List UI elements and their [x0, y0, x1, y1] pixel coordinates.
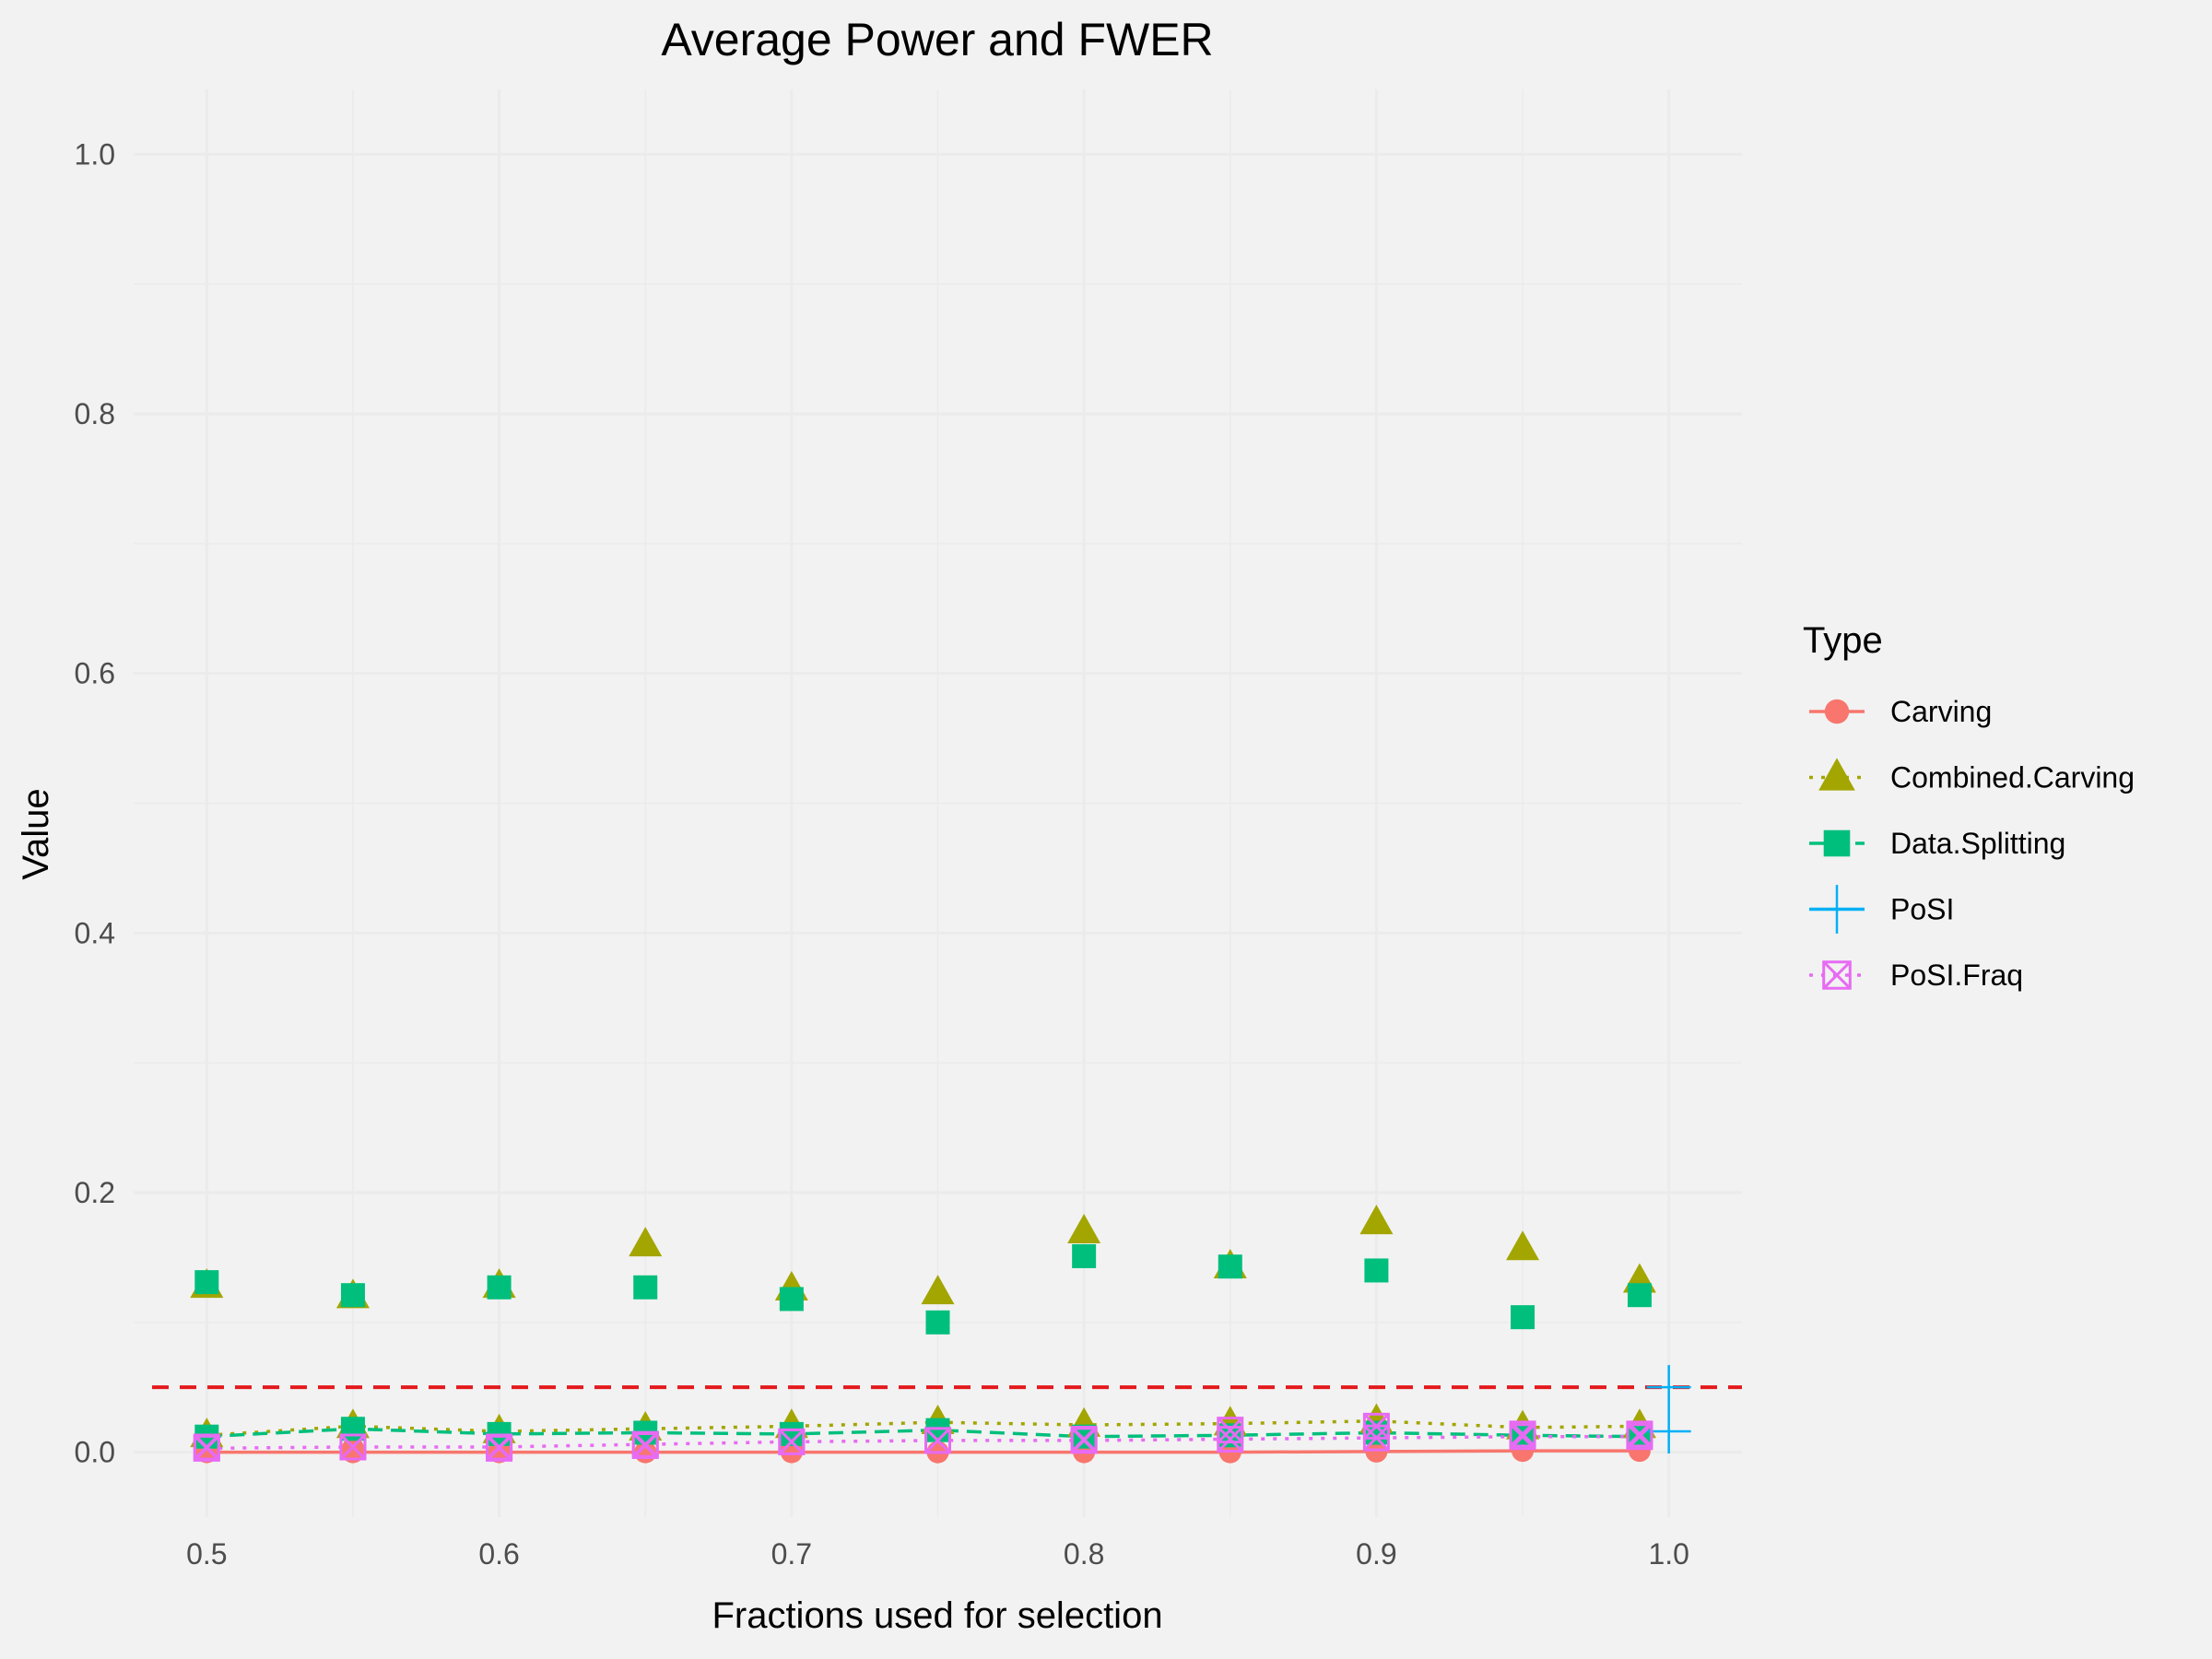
- y-tick-label: 1.0: [75, 137, 115, 171]
- fwer-point-posi-fraq: [339, 1433, 367, 1461]
- x-tick-label: 0.7: [771, 1537, 812, 1571]
- power-point-posi: [1646, 1365, 1691, 1410]
- power-point-combined-carving: [1067, 1214, 1101, 1243]
- x-tick-label: 0.6: [478, 1537, 519, 1571]
- legend-label: Data.Splitting: [1890, 827, 2065, 860]
- power-point-data-splitting: [779, 1287, 804, 1312]
- y-axis-title: Value: [16, 788, 56, 879]
- power-point-data-splitting: [1511, 1305, 1535, 1330]
- fwer-point-posi-fraq: [1217, 1426, 1244, 1453]
- power-point-data-splitting: [925, 1310, 950, 1335]
- x-tick-label: 0.5: [186, 1537, 227, 1571]
- y-tick-label: 0.0: [75, 1436, 115, 1469]
- fwer-point-posi-fraq: [193, 1434, 220, 1462]
- power-point-combined-carving: [921, 1275, 955, 1305]
- power-point-combined-carving: [1506, 1230, 1540, 1261]
- fwer-point-posi-fraq: [1509, 1423, 1536, 1451]
- power-point-data-splitting: [1072, 1243, 1097, 1268]
- fwer-point-posi-fraq: [1070, 1427, 1098, 1454]
- power-point-data-splitting: [487, 1275, 512, 1300]
- legend-key-marker: [1812, 885, 1862, 934]
- x-tick-label: 0.8: [1064, 1537, 1104, 1571]
- fwer-point-data-splitting: [925, 1418, 950, 1442]
- fwer-point-posi-fraq: [631, 1430, 659, 1458]
- legend-item-posi-fraq: PoSI.Fraq: [1809, 959, 2023, 992]
- chart-title: Average Power and FWER: [661, 14, 1213, 65]
- y-tick-label: 0.8: [75, 397, 115, 430]
- legend-label: Combined.Carving: [1890, 761, 2135, 794]
- fwer-point-posi-fraq: [486, 1433, 513, 1461]
- power-point-data-splitting: [1218, 1254, 1242, 1279]
- legend-key-marker: [1824, 699, 1850, 724]
- legend-label: Carving: [1890, 695, 1992, 728]
- legend-key-marker: [1818, 758, 1855, 791]
- y-tick-label: 0.2: [75, 1176, 115, 1209]
- power-point-data-splitting: [633, 1275, 658, 1300]
- power-point-combined-carving: [1359, 1205, 1394, 1235]
- fwer-point-posi: [1646, 1409, 1691, 1454]
- x-axis-title: Fractions used for selection: [712, 1595, 1162, 1636]
- legend-item-combined-carving: Combined.Carving: [1809, 758, 2135, 794]
- legend-label: PoSI: [1890, 893, 1954, 926]
- series-points: [190, 1205, 1691, 1464]
- power-point-data-splitting: [1364, 1258, 1389, 1283]
- legend-key-marker: [1822, 960, 1852, 990]
- legend-item-carving: Carving: [1809, 695, 1992, 728]
- legend-item-posi: PoSI: [1809, 885, 1954, 934]
- power-point-data-splitting: [194, 1270, 219, 1295]
- fwer-point-data-splitting: [340, 1417, 365, 1441]
- legend: Type Carving Combined.Carving Data.Splitti…: [1803, 620, 2135, 992]
- y-axis-ticks: 0.0 0.2 0.4 0.6 0.8 1.0: [75, 137, 115, 1468]
- power-point-data-splitting: [340, 1283, 365, 1308]
- power-point-data-splitting: [1627, 1283, 1652, 1308]
- legend-item-data-splitting: Data.Splitting: [1809, 827, 2065, 860]
- x-tick-label: 0.9: [1356, 1537, 1396, 1571]
- fwer-point-carving: [1365, 1440, 1388, 1463]
- fwer-point-posi-fraq: [1626, 1423, 1653, 1451]
- y-tick-label: 0.6: [75, 657, 115, 690]
- legend-label: PoSI.Fraq: [1890, 959, 2023, 992]
- series-line-carving: [206, 1449, 1640, 1454]
- power-point-combined-carving: [629, 1227, 663, 1257]
- legend-title: Type: [1803, 620, 1883, 661]
- legend-key-marker: [1823, 830, 1851, 857]
- fwer-point-posi-fraq: [778, 1428, 806, 1455]
- y-tick-label: 0.4: [75, 916, 115, 949]
- fwer-point-posi-fraq: [1362, 1424, 1390, 1452]
- fwer-point-posi-fraq: [924, 1427, 951, 1454]
- series-line-data-splitting: [206, 1427, 1640, 1439]
- x-tick-label: 1.0: [1648, 1537, 1688, 1571]
- x-axis-ticks: 0.5 0.6 0.7 0.8 0.9 1.0: [186, 1537, 1689, 1571]
